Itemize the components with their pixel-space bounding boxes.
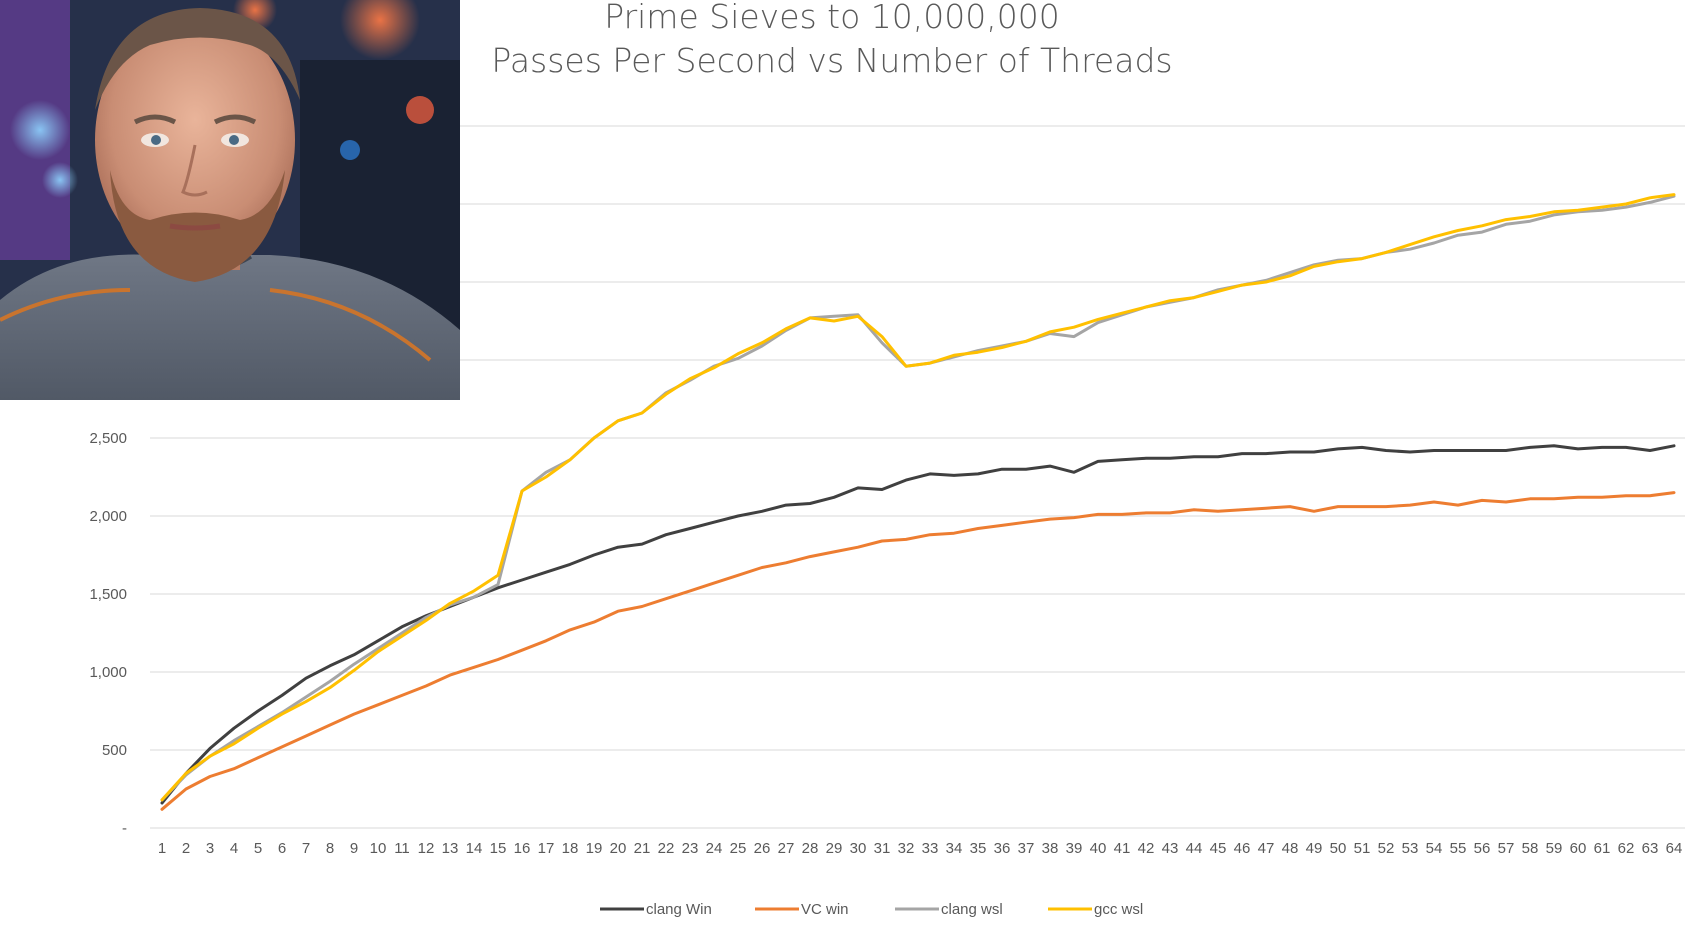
x-tick-label: 9 — [350, 840, 358, 857]
x-tick-label: 16 — [514, 840, 531, 857]
y-axis-ticks: - 500 1,000 1,500 2,000 2,500 — [89, 430, 127, 837]
x-tick-label: 52 — [1378, 840, 1395, 857]
x-tick-label: 2 — [182, 840, 190, 857]
x-tick-label: 18 — [562, 840, 579, 857]
x-tick-label: 60 — [1570, 840, 1587, 857]
x-tick-label: 30 — [850, 840, 867, 857]
x-tick-label: 10 — [370, 840, 387, 857]
x-tick-label: 45 — [1210, 840, 1227, 857]
x-tick-label: 3 — [206, 840, 214, 857]
x-tick-label: 58 — [1522, 840, 1539, 857]
x-tick-label: 64 — [1666, 840, 1683, 857]
y-tick-label: 1,000 — [89, 664, 127, 681]
x-tick-label: 25 — [730, 840, 747, 857]
series-line-vc-win — [160, 491, 1676, 811]
chart-subtitle: Passes Per Second vs Number of Threads — [491, 41, 1172, 80]
series-line-gcc-wsl — [160, 193, 1676, 802]
x-tick-label: 12 — [418, 840, 435, 857]
x-tick-label: 61 — [1594, 840, 1611, 857]
x-tick-label: 5 — [254, 840, 262, 857]
x-tick-label: 22 — [658, 840, 675, 857]
x-tick-label: 6 — [278, 840, 286, 857]
x-tick-label: 31 — [874, 840, 891, 857]
series-line-clang-win — [160, 444, 1676, 805]
x-tick-label: 13 — [442, 840, 459, 857]
y-tick-label: 1,500 — [89, 586, 127, 603]
x-tick-label: 8 — [326, 840, 334, 857]
x-tick-label: 62 — [1618, 840, 1635, 857]
x-tick-label: 37 — [1018, 840, 1035, 857]
legend-label: gcc wsl — [1094, 901, 1143, 918]
legend-label: clang wsl — [941, 901, 1003, 918]
x-tick-label: 44 — [1186, 840, 1203, 857]
x-tick-label: 33 — [922, 840, 939, 857]
x-tick-label: 19 — [586, 840, 603, 857]
legend-label: clang Win — [646, 901, 712, 918]
x-tick-label: 26 — [754, 840, 771, 857]
x-tick-label: 46 — [1234, 840, 1251, 857]
x-tick-label: 49 — [1306, 840, 1323, 857]
x-tick-label: 48 — [1282, 840, 1299, 857]
x-tick-label: 47 — [1258, 840, 1275, 857]
x-tick-label: 21 — [634, 840, 651, 857]
x-tick-label: 35 — [970, 840, 987, 857]
x-tick-label: 23 — [682, 840, 699, 857]
x-tick-label: 36 — [994, 840, 1011, 857]
x-tick-label: 1 — [158, 840, 166, 857]
x-tick-label: 51 — [1354, 840, 1371, 857]
x-tick-label: 53 — [1402, 840, 1419, 857]
x-tick-label: 50 — [1330, 840, 1347, 857]
x-tick-label: 27 — [778, 840, 795, 857]
x-tick-label: 14 — [466, 840, 483, 857]
x-tick-label: 56 — [1474, 840, 1491, 857]
x-tick-label: 55 — [1450, 840, 1467, 857]
x-tick-label: 34 — [946, 840, 963, 857]
x-tick-label: 38 — [1042, 840, 1059, 857]
x-tick-label: 40 — [1090, 840, 1107, 857]
chart-title: Prime Sieves to 10,000,000 — [604, 0, 1060, 36]
x-tick-label: 17 — [538, 840, 555, 857]
series-lines — [160, 193, 1676, 811]
x-tick-label: 11 — [394, 840, 410, 857]
x-tick-label: 57 — [1498, 840, 1515, 857]
x-tick-label: 7 — [302, 840, 310, 857]
x-tick-label: 28 — [802, 840, 819, 857]
presenter-webcam — [0, 0, 460, 400]
y-tick-label: 500 — [102, 742, 127, 759]
x-tick-label: 39 — [1066, 840, 1083, 857]
x-tick-label: 59 — [1546, 840, 1563, 857]
x-tick-label: 20 — [610, 840, 627, 857]
x-tick-label: 42 — [1138, 840, 1155, 857]
legend: clang Win VC win clang wsl gcc wsl — [600, 901, 1143, 918]
x-tick-label: 41 — [1114, 840, 1131, 857]
x-tick-label: 29 — [826, 840, 843, 857]
x-tick-label: 63 — [1642, 840, 1659, 857]
x-tick-label: 15 — [490, 840, 507, 857]
y-tick-label: - — [122, 820, 127, 837]
y-tick-label: 2,000 — [89, 508, 127, 525]
x-tick-label: 4 — [230, 840, 238, 857]
x-axis-ticks: 1 2 3 4 5 6 7 8 9 10 11 12 13 14 15 16 17 18 19 20 21 22 23 24 2… — [158, 840, 1683, 857]
x-tick-label: 32 — [898, 840, 915, 857]
x-tick-label: 43 — [1162, 840, 1179, 857]
legend-label: VC win — [801, 901, 849, 918]
x-tick-label: 24 — [706, 840, 723, 857]
x-tick-label: 54 — [1426, 840, 1443, 857]
y-tick-label: 2,500 — [89, 430, 127, 447]
